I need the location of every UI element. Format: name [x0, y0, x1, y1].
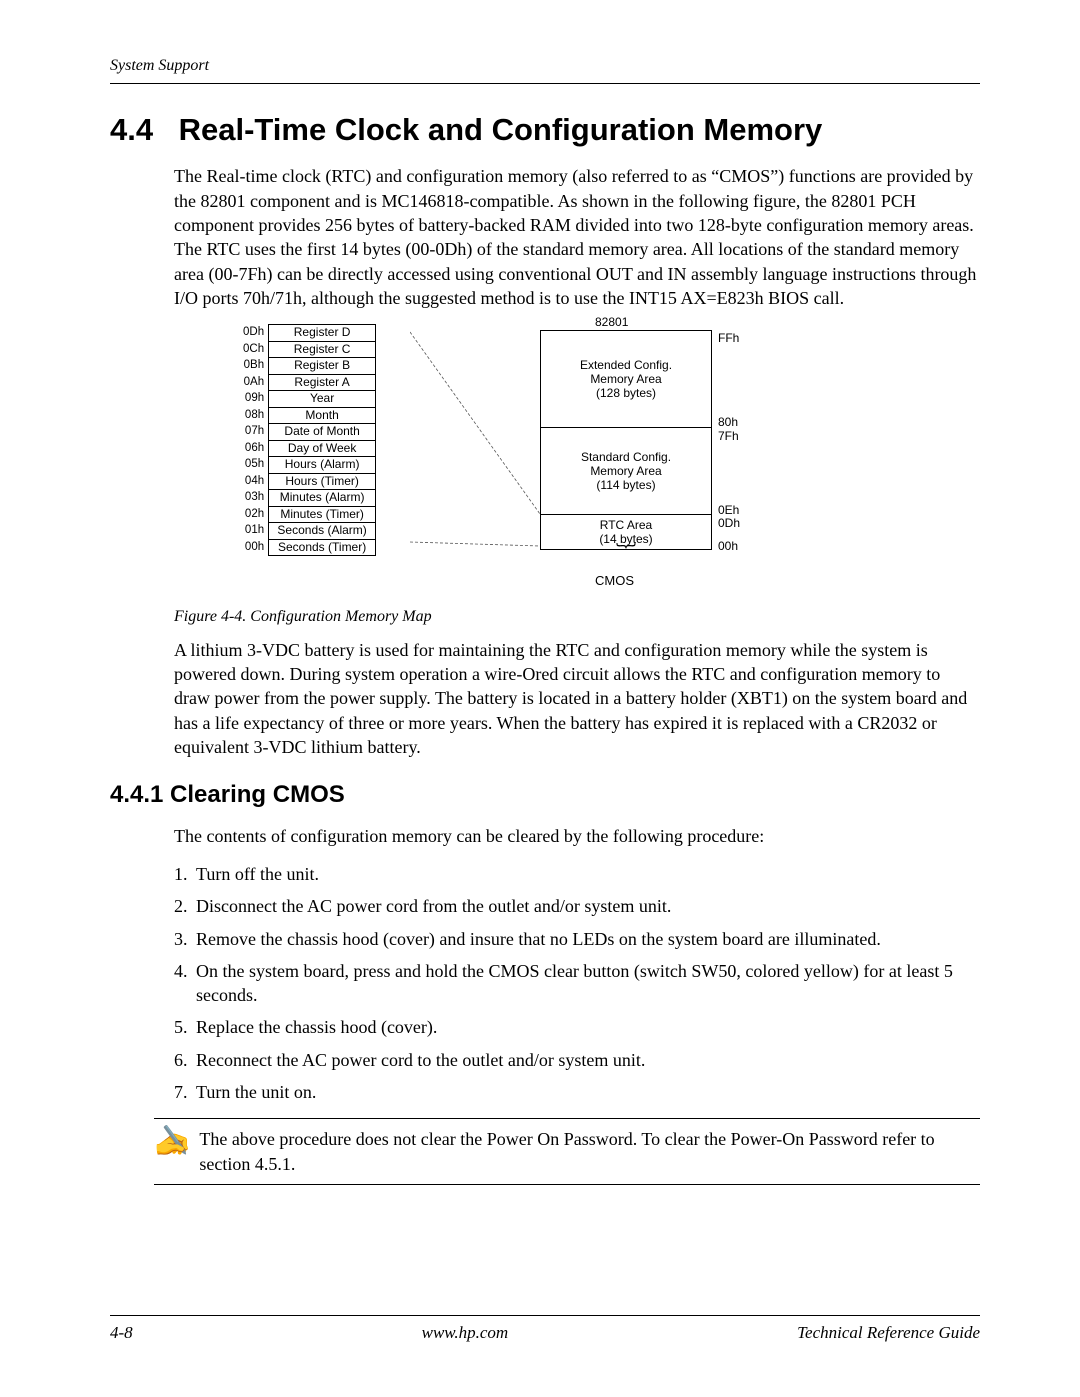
- procedure-step: Replace the chassis hood (cover).: [192, 1015, 980, 1039]
- procedure-step: Turn off the unit.: [192, 862, 980, 886]
- reg-name: Date of Month: [269, 424, 376, 441]
- reg-name: Hours (Alarm): [269, 457, 376, 474]
- paragraph-3: The contents of configuration memory can…: [174, 824, 980, 848]
- reg-addr: 06h: [240, 440, 269, 457]
- paragraph-1: The Real-time clock (RTC) and configurat…: [174, 164, 980, 310]
- note-icon: ✍: [154, 1127, 191, 1157]
- reg-addr: 08h: [240, 407, 269, 424]
- header-rule: [110, 83, 980, 84]
- brace: ︸: [540, 549, 710, 559]
- addr-label: 7Fh: [718, 428, 739, 444]
- reg-name: Year: [269, 391, 376, 408]
- procedure-step: Turn the unit on.: [192, 1080, 980, 1104]
- addr-label: 00h: [718, 538, 738, 554]
- footer-title: Technical Reference Guide: [797, 1322, 980, 1345]
- procedure-step: Reconnect the AC power cord to the outle…: [192, 1048, 980, 1072]
- procedure-step: Remove the chassis hood (cover) and insu…: [192, 927, 980, 951]
- running-header: System Support: [110, 55, 980, 77]
- reg-name: Day of Week: [269, 440, 376, 457]
- addr-label: FFh: [718, 330, 739, 346]
- reg-name: Hours (Timer): [269, 473, 376, 490]
- reg-name: Month: [269, 407, 376, 424]
- addr-label: 0Dh: [718, 515, 740, 531]
- note-box: ✍ The above procedure does not clear the…: [154, 1118, 980, 1185]
- procedure-list: Turn off the unit. Disconnect the AC powe…: [192, 862, 980, 1104]
- reg-addr: 09h: [240, 391, 269, 408]
- reg-addr: 07h: [240, 424, 269, 441]
- section-title: Real-Time Clock and Configuration Memory: [179, 112, 823, 147]
- reg-addr: 0Dh: [240, 325, 269, 342]
- footer-url: www.hp.com: [422, 1322, 509, 1345]
- section-heading: 4.4 Real-Time Clock and Configuration Me…: [110, 109, 980, 151]
- procedure-step: Disconnect the AC power cord from the ou…: [192, 894, 980, 918]
- procedure-step: On the system board, press and hold the …: [192, 959, 980, 1008]
- reg-addr: 0Bh: [240, 358, 269, 375]
- page-number: 4-8: [110, 1322, 133, 1345]
- cmos-box: Extended Config.Memory Area(128 bytes)St…: [540, 330, 712, 550]
- section-number: 4.4: [110, 109, 170, 151]
- cmos-segment: Standard Config.Memory Area(114 bytes): [541, 428, 711, 515]
- reg-addr: 04h: [240, 473, 269, 490]
- register-table: 0DhRegister D0ChRegister C0BhRegister B0…: [240, 324, 376, 556]
- footer: 4-8 www.hp.com Technical Reference Guide: [110, 1315, 980, 1345]
- config-memory-diagram: 82801 0DhRegister D0ChRegister C0BhRegis…: [240, 324, 980, 594]
- reg-addr: 03h: [240, 490, 269, 507]
- reg-name: Register C: [269, 341, 376, 358]
- reg-addr: 01h: [240, 523, 269, 540]
- reg-addr: 0Ah: [240, 374, 269, 391]
- reg-name: Minutes (Alarm): [269, 490, 376, 507]
- reg-name: Register D: [269, 325, 376, 342]
- subsection-heading: 4.4.1 Clearing CMOS: [110, 779, 980, 811]
- reg-addr: 00h: [240, 539, 269, 556]
- reg-name: Seconds (Alarm): [269, 523, 376, 540]
- reg-name: Seconds (Timer): [269, 539, 376, 556]
- reg-addr: 05h: [240, 457, 269, 474]
- paragraph-2: A lithium 3-VDC battery is used for main…: [174, 638, 980, 759]
- reg-name: Minutes (Timer): [269, 506, 376, 523]
- reg-addr: 02h: [240, 506, 269, 523]
- cmos-label: CMOS: [595, 572, 634, 590]
- reg-name: Register A: [269, 374, 376, 391]
- figure-caption: Figure 4-4. Configuration Memory Map: [174, 606, 980, 628]
- cmos-segment: Extended Config.Memory Area(128 bytes): [541, 331, 711, 428]
- reg-name: Register B: [269, 358, 376, 375]
- reg-addr: 0Ch: [240, 341, 269, 358]
- note-text: The above procedure does not clear the P…: [199, 1127, 980, 1176]
